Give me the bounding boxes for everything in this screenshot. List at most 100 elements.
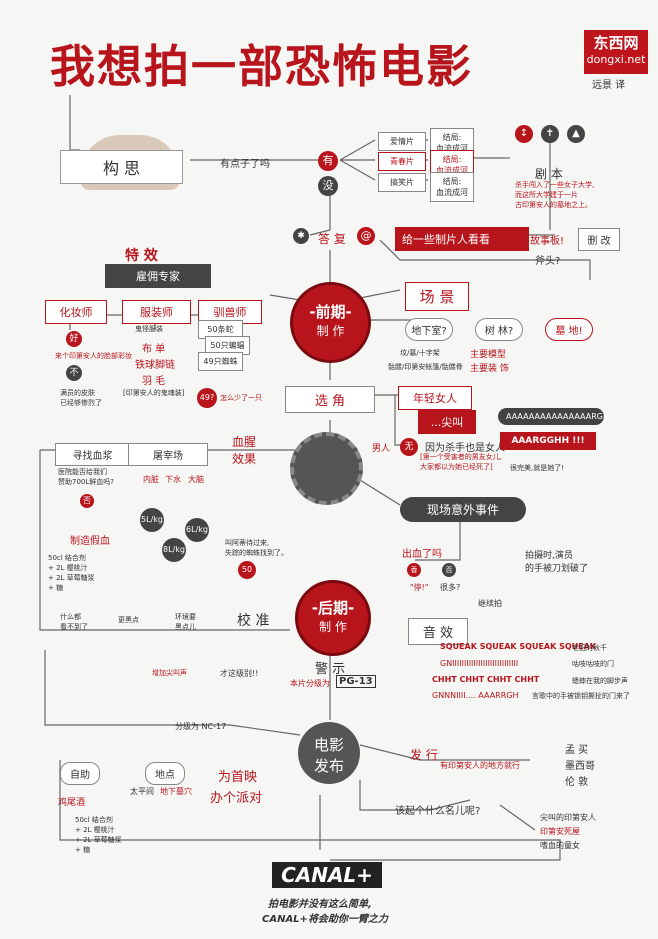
scream-2: AAARGGHH !!! [500,432,596,450]
costume-designer: 服装师 [122,300,191,324]
genre-romance: 爱情片 [378,132,426,151]
sound-note-3: 蟋蟀在我的脚步声 [572,677,628,685]
costume-item-3: 羽 毛 [142,376,166,387]
country-mumbai: 孟 买 [565,745,589,756]
saw-blade-icon [290,432,363,505]
part-brain: 大脑 [188,475,204,484]
price-organs: 5L/kg [140,508,164,532]
release-node: 电影 发布 [298,722,360,784]
premiere-2: 办个派对 [210,791,263,806]
man-label: 男人 [372,444,391,454]
add-screams: 增加尖叫声 [152,669,187,677]
revise-node: 删 改 [578,228,620,251]
script-text: 杀手闯入了一些女子大学, 而这所大学建于一片 古印第安人的墓地之上。 [515,181,595,209]
release-label-2: 发布 [313,757,344,775]
costume-item-2: 铁球脚链 [135,360,175,371]
accident-no: 否 [442,563,456,577]
continue-shoot: 继续拍 [478,599,502,608]
yes-node: 有 [318,151,338,171]
models-note: 坟/墓/十字架 [400,349,440,357]
storyboard-label: 故事板! [530,236,565,247]
rating-note: 本片分级为 [290,679,330,688]
hand-cut-note: 拍摄时,演员 的手被刀划破了 [525,551,589,574]
send-to-producers: 给一些制片人看看 [395,227,529,251]
decor-note: 骷髅/印第安帐篷/骷髅骨 [388,363,463,371]
praise-note: 很完美,就是她了! [510,464,565,472]
distribute-where: 有印第安人的地方就行 [440,761,520,770]
title-option-3: 嗜血的童女 [540,841,580,850]
part-organs: 内脏 [143,475,159,484]
rating-badge: PG-13 [336,675,376,688]
price-offal: 8L/kg [162,538,186,562]
bleeding-question: 出血了吗 [402,549,442,560]
warning-label: 警 示 [315,662,346,677]
gore-title: 血腥 效果 [232,433,256,467]
name-question: 该起个什么名儿呢? [395,806,481,817]
premiere-1: 为首映 [218,770,258,785]
blood-recipe: 50cl 结合剂 + 2L 樱桃汁 + 2L 草莓糖浆 + 糖 [48,554,95,592]
brand-name: 东西网 [593,34,639,52]
scream-node: ...尖叫 [418,410,476,434]
costume-item-1: 布 单 [142,344,166,355]
country-mexico: 墨西哥 [565,761,595,772]
canal-logo: CANAL+ [272,862,382,888]
killer-reason-2: [第一个受害者的男友女儿, 大家都以为她已经死了] [420,453,502,471]
accident-node: 现场意外事件 [400,497,526,522]
location-woods: 树 林? [475,318,523,341]
young-woman: 年轻女人 [398,386,472,410]
cross-icon: ✝ [541,125,559,143]
genre-comedy: 搞笑片 [378,173,426,192]
sound-note-4: 言歌中的手被锁钥撕扯的门来了 [532,692,630,700]
spider-note: 叫阿蒂待过来, 失踪的蜘蛛找到了。 [225,539,288,557]
nope-node: 不 [66,365,82,381]
country-london: 伦 敦 [565,777,589,788]
slaughterhouse: 屠宰场 [128,443,208,466]
footer-line-1: 拍电影并没有这么简单, [268,899,372,910]
brand-logo: 东西网 dongxi.net [584,30,648,74]
makeup-bad-note: 满员的皮肤 已经够惨烈了 [60,389,102,407]
location-title: 场 景 [405,282,469,311]
animal-spiders: 49只蜘蛛 [198,352,243,371]
makeup-note: 来个印第安人的脸部彩妆 [55,352,132,360]
preprod-label-1: -前期- [309,303,352,321]
gore-no-node: 否 [80,494,94,508]
animal-tamer: 驯兽师 [198,300,262,324]
sound-2: GNIIIIIIIIIIIIIIIIIIIIIIIIIIII [440,659,519,668]
tent-icon: ▲ [567,125,585,143]
preprod-label-2: 制 作 [316,324,345,338]
calibrate-label: 校 准 [237,613,270,629]
self-service: 自助 [60,762,100,785]
sound-4: GNNNIIII.... AAARRGH [432,691,519,700]
nc17-rating: 分级为 NC-17 [175,722,227,731]
scream-1: AAAAAAAAAAAAAAARGH! [498,408,612,425]
location-basement: 地下室? [405,318,453,341]
effects-title: 特 效 [125,248,158,264]
costume-item-0: 鬼怪服装 [135,325,163,333]
gore-title-1: 血腥 [232,435,257,449]
scroll-icon: ↕ [515,125,533,143]
brand-url: dongxi.net [586,53,646,66]
killer-reason: 因为杀手也是女人 [425,443,505,454]
concept-node: 构 思 [60,150,183,184]
many-question: 很多? [440,583,461,592]
fifty-node: 50 [238,561,256,579]
costume-note: [印第安人的鬼魂装] [123,389,185,397]
find-blood: 寻找血浆 [55,443,130,466]
casting-title: 选 角 [285,386,375,413]
script-label: 剧 本 [535,167,563,181]
ending-3: 结局: 血流成河 [430,172,474,202]
hire-experts: 雇佣专家 [105,264,211,288]
no-node: 没 [318,176,338,196]
cocktail: 鸡尾酒 [58,798,86,808]
accident-yes: 香 [407,563,421,577]
morgue: 太平间 [130,787,154,796]
email-icon: @ [357,227,375,245]
reply-label: 答 复 [318,232,346,246]
none-node: 无 [400,438,418,456]
shade-3: 环境要 黑点儿 [175,613,196,631]
postproduction-node: -后期- 制 作 [295,580,371,656]
location-graveyard: 墓 地! [545,318,593,341]
shade-2: 更黑点 [118,616,139,624]
animal-bats: 50只蝙蝠 [205,336,250,355]
stop-call: "停!" [410,583,429,592]
